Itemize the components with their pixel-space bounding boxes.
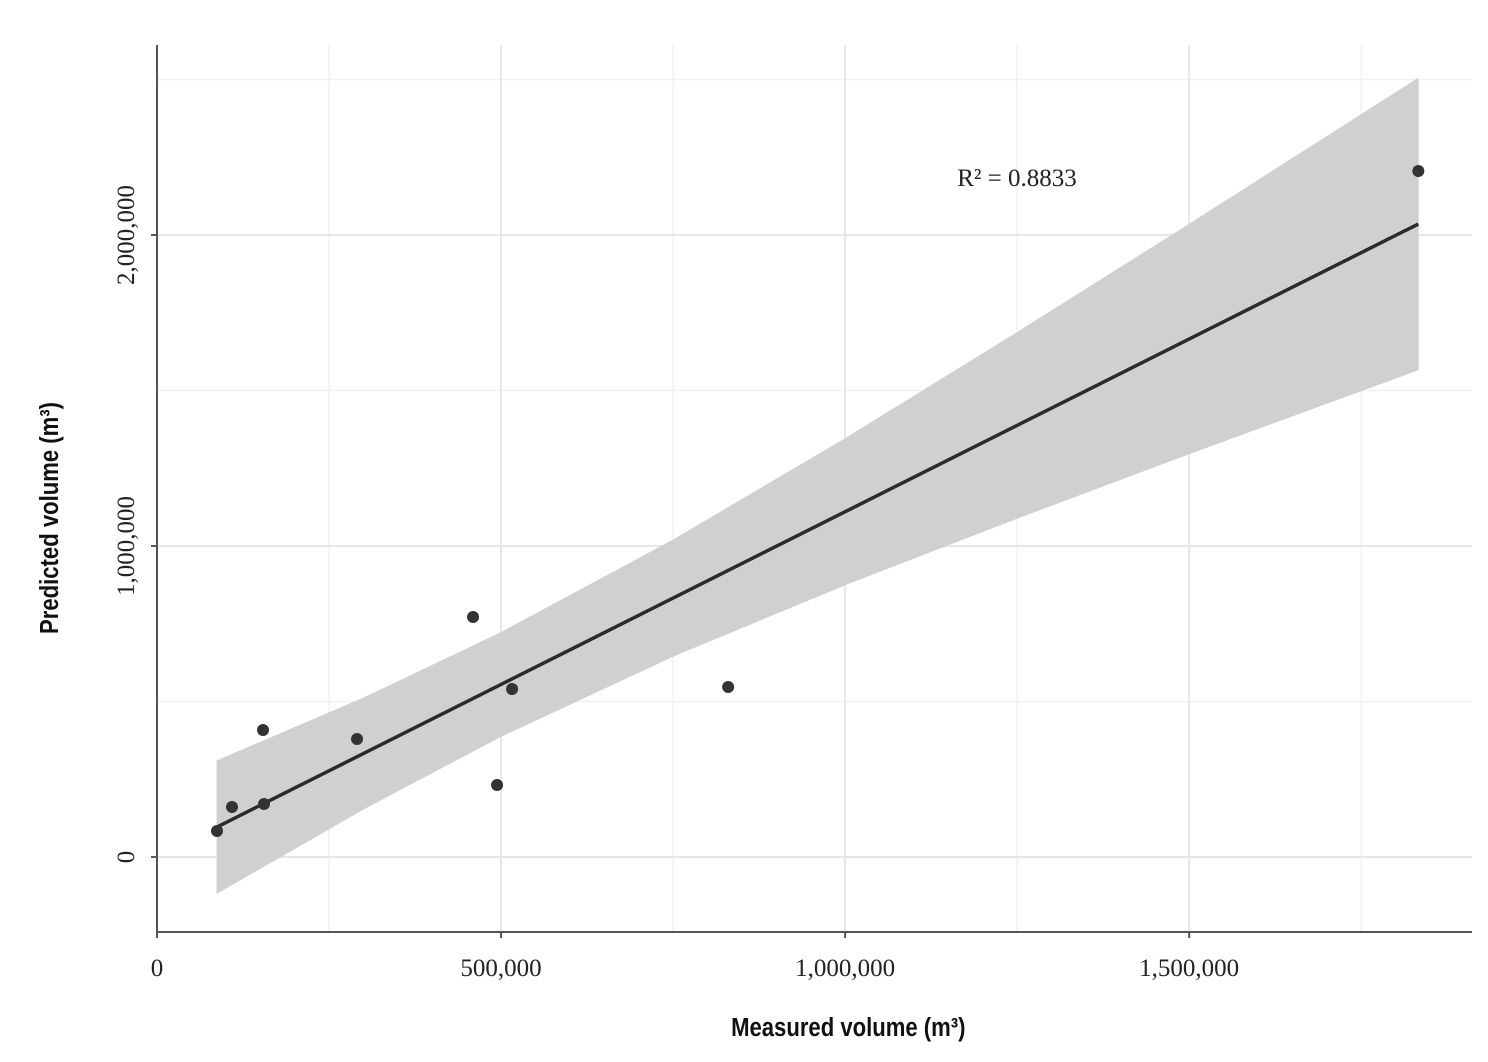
data-point bbox=[351, 733, 364, 746]
data-point bbox=[722, 681, 735, 694]
confidence-band bbox=[500, 539, 674, 738]
y-tick-label: 2,000,000 bbox=[113, 185, 140, 285]
confidence-band bbox=[216, 697, 364, 894]
x-tick-label: 1,000,000 bbox=[795, 955, 895, 982]
y-tick-label: 1,000,000 bbox=[113, 496, 140, 596]
x-tick-label: 0 bbox=[151, 955, 164, 982]
data-point bbox=[211, 825, 224, 838]
fit-line bbox=[216, 222, 1420, 829]
confidence-band bbox=[672, 437, 846, 657]
data-point bbox=[467, 611, 480, 624]
data-point bbox=[257, 724, 270, 737]
x-axis-title: Measured volume (m³) bbox=[731, 1013, 965, 1042]
plot-area bbox=[211, 77, 1425, 894]
data-point bbox=[491, 779, 504, 792]
r-squared-annotation: R² = 0.8833 bbox=[957, 165, 1077, 192]
confidence-band bbox=[1016, 223, 1190, 519]
y-axis-title: Predicted volume (m³) bbox=[35, 402, 64, 634]
x-tick-label: 1,500,000 bbox=[1139, 955, 1239, 982]
data-point bbox=[1412, 165, 1425, 178]
data-point bbox=[506, 683, 519, 696]
axes: 0 500,000 1,000,000 1,500,000 0 1,000,000 2,00… bbox=[113, 185, 1239, 982]
data-point bbox=[226, 801, 239, 814]
confidence-band bbox=[1188, 77, 1419, 455]
y-tick-label: 0 bbox=[113, 851, 140, 864]
data-point bbox=[258, 798, 271, 811]
x-tick-label: 500,000 bbox=[460, 955, 541, 982]
